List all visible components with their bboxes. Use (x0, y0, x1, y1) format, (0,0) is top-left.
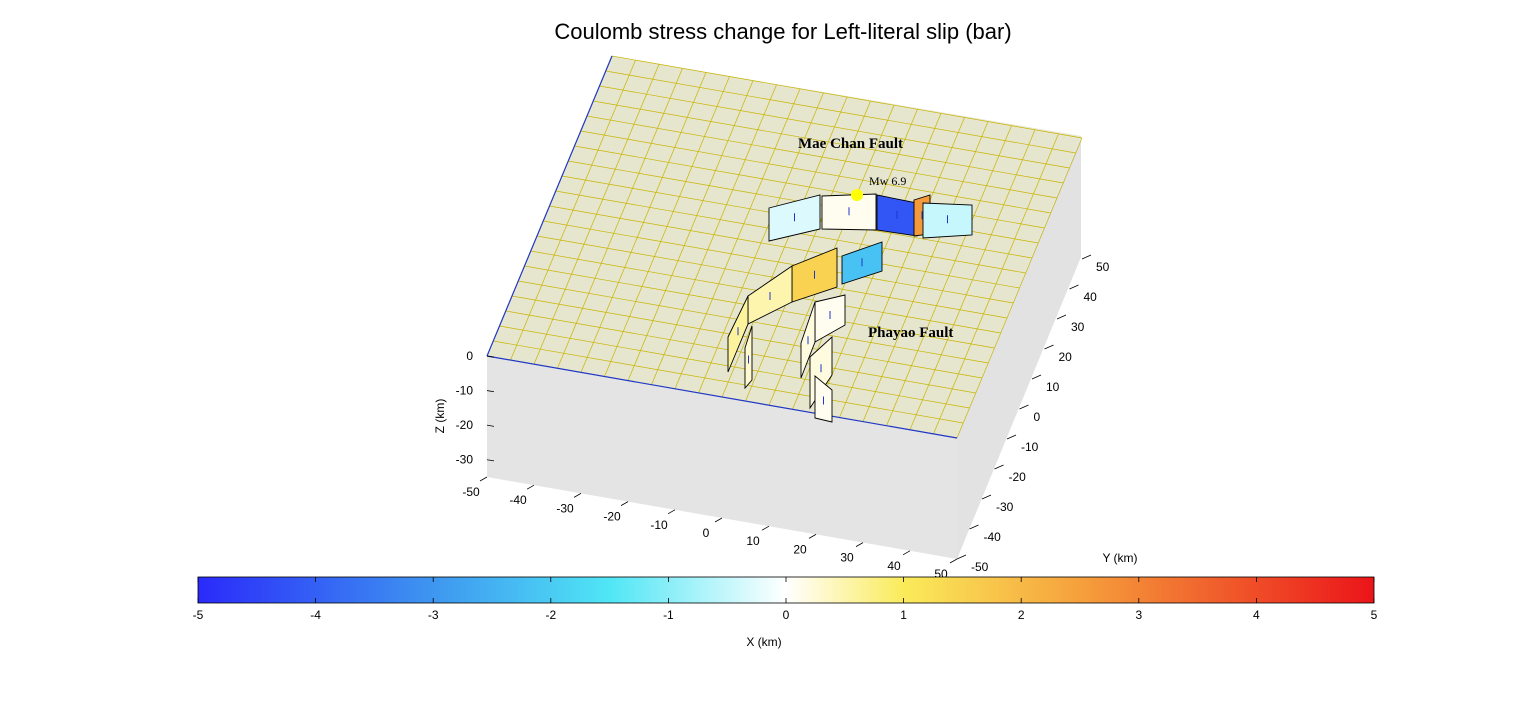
colorbar-ticks: -5 -4 -3 -2 -1 0 1 2 3 4 5 (193, 577, 1378, 622)
grid-line (862, 121, 989, 422)
x-tick (714, 517, 723, 523)
y-tick-label: 10 (1046, 380, 1060, 394)
colorbar-tick-label: -4 (310, 608, 321, 622)
y-tick-label: 20 (1059, 350, 1073, 364)
grid-line (549, 205, 1020, 289)
grid-line (611, 55, 1083, 139)
x-tick (479, 476, 488, 482)
z-tick (486, 424, 495, 427)
annotation-phayao-fault: Phayao Fault (868, 325, 953, 341)
colorbar-tick-label: -2 (545, 608, 556, 622)
grid-line (580, 130, 1051, 214)
grid-line (745, 100, 871, 402)
epicenter-marker (851, 189, 863, 201)
y-tick-label: -20 (1009, 470, 1027, 484)
z-tick (486, 459, 495, 462)
y-tick (1044, 344, 1054, 350)
x-tick-label: 10 (746, 534, 760, 548)
colorbar-tick-label: 3 (1135, 608, 1142, 622)
annotation-mw: Mw 6.9 (869, 174, 906, 188)
surface-edge-left (486, 55, 613, 357)
colorbar-tick-label: 1 (900, 608, 907, 622)
x-tick-label: -50 (462, 485, 480, 499)
x-tick-label: -40 (509, 493, 527, 507)
x-tick-label: -30 (556, 501, 574, 515)
x-tick (620, 501, 629, 506)
x-tick-label: 30 (840, 551, 854, 565)
colorbar-tick-label: 4 (1253, 608, 1260, 622)
y-tick-label: -40 (984, 530, 1002, 544)
x-tick (808, 534, 817, 539)
fault-planes (727, 193, 973, 423)
x-tick-label: 20 (793, 542, 807, 556)
annotation-mae-chan-fault: Mae Chan Fault (798, 136, 903, 152)
y-tick (1056, 314, 1067, 320)
y-axis-label: Y (km) (1102, 551, 1137, 565)
z-tick (486, 355, 495, 358)
y-axis: -50 -40 -30 -20 -10 0 10 20 30 40 50 (956, 254, 1110, 574)
grid-line (593, 100, 1064, 184)
y-tick (981, 494, 992, 500)
plot-box (486, 55, 1083, 559)
z-tick-label: -10 (456, 384, 474, 398)
chart-title: Coulomb stress change for Left-literal s… (554, 19, 1011, 44)
x-tick (573, 493, 582, 498)
y-tick (956, 554, 967, 560)
grid-line (605, 70, 1076, 154)
colorbar-tick-label: 2 (1018, 608, 1025, 622)
colorbar-tick-label: -3 (428, 608, 439, 622)
grid-line (599, 85, 1070, 169)
grid-line (586, 115, 1058, 199)
right-side-face (957, 136, 1081, 559)
grid-line (956, 137, 1083, 439)
y-tick (1019, 404, 1029, 410)
z-axis: 0 -10 -20 -30 (456, 349, 495, 467)
y-tick (969, 524, 979, 530)
x-tick (526, 484, 535, 490)
x-tick (902, 550, 911, 556)
grid-line (933, 133, 1059, 435)
x-tick-label: -10 (650, 518, 668, 532)
y-tick-label: 40 (1084, 290, 1098, 304)
x-tick (949, 558, 958, 564)
y-tick-label: -50 (971, 560, 989, 574)
x-tick (761, 525, 770, 531)
grid-line (886, 125, 1012, 426)
z-axis-label: Z (km) (433, 399, 447, 434)
y-tick (1006, 434, 1017, 440)
left-side-face (487, 356, 957, 559)
colorbar-tick-label: -5 (193, 608, 204, 622)
colorbar-tick-label: -1 (663, 608, 674, 622)
colorbar: -5 -4 -3 -2 -1 0 1 2 3 4 5 X (km) (193, 576, 1378, 649)
y-tick (994, 464, 1004, 470)
y-tick-label: -10 (1021, 440, 1039, 454)
colorbar-label: X (km) (746, 635, 781, 649)
z-tick-label: -30 (456, 453, 474, 467)
grid-line (839, 117, 965, 418)
surface-edge-front (486, 355, 958, 439)
y-tick-label: -30 (996, 500, 1014, 514)
z-tick-label: -20 (456, 418, 474, 432)
y-tick (1081, 254, 1092, 260)
x-tick (667, 509, 676, 515)
grid-line (909, 129, 1036, 430)
y-tick-label: 50 (1096, 260, 1110, 274)
y-tick (1069, 284, 1079, 290)
x-tick-label: -20 (603, 510, 621, 524)
colorbar-tick-label: 0 (783, 608, 790, 622)
y-tick-label: 30 (1071, 320, 1085, 334)
z-tick (486, 390, 495, 393)
y-tick-label: 0 (1034, 410, 1041, 424)
x-tick-label: 0 (703, 526, 710, 540)
x-tick-label: 40 (887, 559, 901, 573)
y-tick (1031, 374, 1042, 380)
x-tick (855, 542, 864, 547)
colorbar-tick-label: 5 (1371, 608, 1378, 622)
z-tick-label: 0 (466, 349, 473, 363)
